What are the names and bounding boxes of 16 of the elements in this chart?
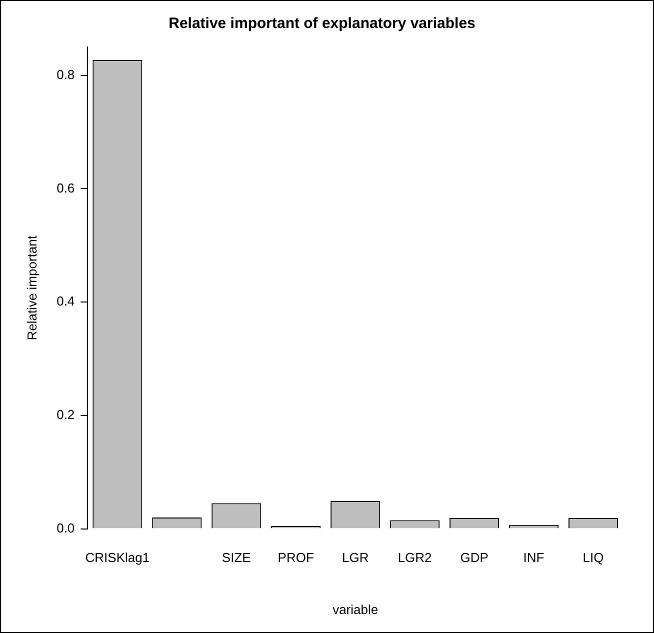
x-tick-label: GDP xyxy=(460,550,488,566)
y-tick-label: 0.4 xyxy=(56,294,75,309)
chart-title: Relative important of explanatory variables xyxy=(168,15,476,32)
x-tick-label: INF xyxy=(523,550,544,566)
x-tick-label: SIZE xyxy=(222,550,252,566)
x-tick-label: PROF xyxy=(278,550,314,566)
y-tick-label: 0.6 xyxy=(56,180,75,196)
x-tick-label: LIQ xyxy=(582,550,604,566)
y-axis-title: Relative important xyxy=(24,235,40,340)
x-axis-title: variable xyxy=(332,602,378,617)
x-tick-label: LGR xyxy=(342,550,369,566)
y-tick-label: 0.8 xyxy=(56,66,75,82)
y-tick-label: 0.2 xyxy=(56,407,75,422)
y-tick-label: 0.0 xyxy=(56,520,75,536)
x-tick-label: CRISKlag1 xyxy=(85,550,150,566)
x-tick-label: LGR2 xyxy=(398,550,432,566)
